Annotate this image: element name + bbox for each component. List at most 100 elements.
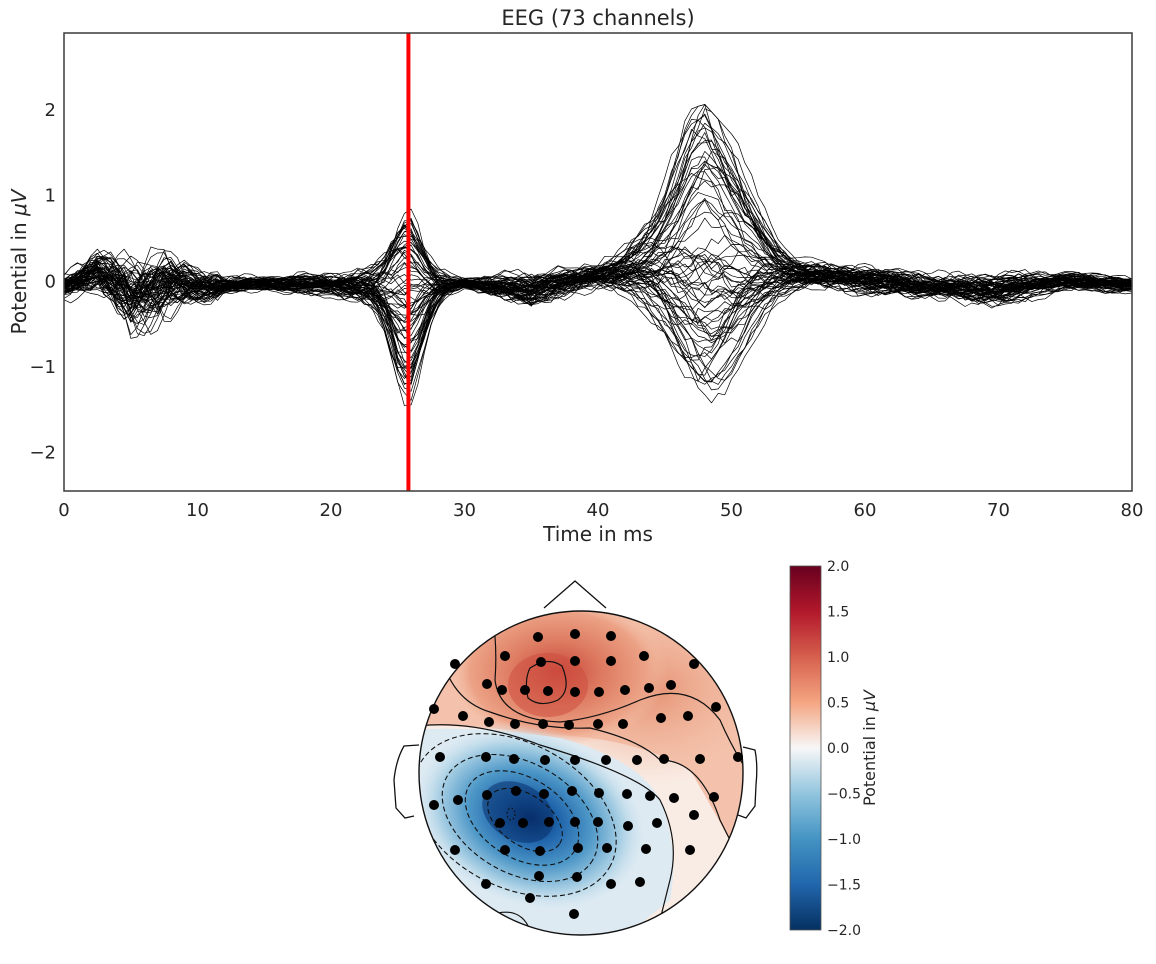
sensor-dot — [497, 685, 507, 695]
sensor-dot — [570, 755, 580, 765]
channel-trace — [64, 254, 1132, 334]
sensor-dot — [435, 752, 445, 762]
y-axis: −2 −1 0 1 2 — [29, 100, 56, 463]
sensor-dot — [656, 713, 666, 723]
sensor-dot — [683, 711, 693, 721]
colorbar-label: Potential in μV — [860, 689, 879, 806]
sensor-dot — [482, 790, 492, 800]
colorbar-tick-label: 0.0 — [827, 741, 849, 757]
sensor-dot — [570, 817, 580, 827]
sensor-dot — [669, 793, 679, 803]
sensor-dot — [500, 651, 510, 661]
colorbar-gradient — [789, 565, 822, 931]
sensor-dot — [481, 879, 491, 889]
y-axis-label: Potential in μV — [7, 188, 31, 334]
sensor-dot — [482, 679, 492, 689]
colorbar: 2.0 1.5 1.0 0.5 0.0 −0.5 −1.0 −1.5 −2.0 Potentia… — [789, 559, 879, 939]
channel-trace — [64, 151, 1132, 301]
sensor-dot — [620, 685, 630, 695]
sensor-dot — [601, 755, 611, 765]
sensor-dot — [618, 719, 628, 729]
sensor-dot — [520, 685, 530, 695]
sensor-dot — [484, 717, 494, 727]
channel-trace — [64, 180, 1132, 337]
sensor-dot — [429, 800, 439, 810]
channel-trace — [64, 264, 1132, 319]
sensor-dot — [639, 651, 649, 661]
sensor-dot — [570, 629, 580, 639]
sensor-dot — [644, 683, 654, 693]
channel-trace — [64, 251, 1132, 302]
right-ear-outline — [737, 746, 758, 819]
colorbar-tick-label: −1.0 — [827, 832, 861, 848]
sensor-dot — [695, 754, 705, 764]
y-tick-label: 1 — [45, 186, 56, 207]
sensor-dot — [543, 686, 553, 696]
colorbar-tick-label: 2.0 — [827, 559, 849, 575]
sensor-dot — [622, 789, 632, 799]
butterfly-plot: EEG (73 channels) 0 10 20 30 40 50 60 70 80 −2−1… — [7, 6, 1143, 546]
x-tick-label: 60 — [854, 500, 877, 521]
sensor-dot — [481, 752, 491, 762]
sensor-dot — [594, 788, 604, 798]
sensor-dot — [429, 704, 439, 714]
sensor-dot — [689, 810, 699, 820]
chart-title: EEG (73 channels) — [501, 6, 694, 30]
sensor-dot — [535, 846, 545, 856]
sensor-dot — [500, 845, 510, 855]
sensor-dot — [567, 786, 577, 796]
sensor-dot — [458, 711, 468, 721]
colorbar-tick-label: 1.0 — [827, 650, 849, 666]
sensor-markers — [429, 629, 743, 919]
sensor-dot — [511, 786, 521, 796]
y-tick-label: 2 — [45, 100, 56, 121]
sensor-dot — [509, 754, 519, 764]
sensor-dot — [606, 631, 616, 641]
channel-trace — [64, 171, 1132, 334]
x-tick-label: 10 — [186, 500, 209, 521]
head-outline — [418, 610, 744, 936]
sensor-dot — [540, 755, 550, 765]
sensor-dot — [606, 656, 616, 666]
sensor-dot — [602, 843, 612, 853]
sensor-dot — [544, 817, 554, 827]
colorbar-tick-label: −1.5 — [827, 878, 861, 894]
sensor-dot — [572, 872, 582, 882]
sensor-dot — [525, 893, 535, 903]
sensor-dot — [635, 877, 645, 887]
channel-trace — [64, 192, 1132, 301]
sensor-dot — [641, 844, 651, 854]
sensor-dot — [685, 845, 695, 855]
sensor-dot — [593, 719, 603, 729]
sensor-dot — [709, 792, 719, 802]
sensor-dot — [510, 719, 520, 729]
sensor-dot — [689, 659, 699, 669]
sensor-dot — [652, 818, 662, 828]
colorbar-tick-label: −2.0 — [827, 923, 861, 939]
sensor-dot — [666, 680, 676, 690]
y-tick-label: −1 — [29, 357, 56, 378]
colorbar-tick-label: 0.5 — [827, 696, 849, 712]
x-tick-label: 50 — [720, 500, 743, 521]
colorbar-tick-label: −0.5 — [827, 787, 861, 803]
sensor-dot — [623, 821, 633, 831]
potential-map — [419, 611, 743, 935]
sensor-dot — [538, 719, 548, 729]
sensor-dot — [593, 817, 603, 827]
x-axis-label: Time in ms — [542, 522, 653, 546]
channel-traces — [64, 104, 1132, 407]
y-tick-label: 0 — [45, 271, 56, 292]
sensor-dot — [453, 795, 463, 805]
colorbar-tick-label: 1.5 — [827, 605, 849, 621]
sensor-dot — [570, 687, 580, 697]
sensor-dot — [495, 818, 505, 828]
sensor-dot — [539, 789, 549, 799]
sensor-dot — [450, 845, 460, 855]
sensor-dot — [733, 752, 743, 762]
sensor-dot — [570, 656, 580, 666]
sensor-dot — [606, 879, 616, 889]
sensor-dot — [533, 632, 543, 642]
sensor-dot — [534, 871, 544, 881]
sensor-dot — [594, 687, 604, 697]
channel-trace — [64, 260, 1132, 346]
